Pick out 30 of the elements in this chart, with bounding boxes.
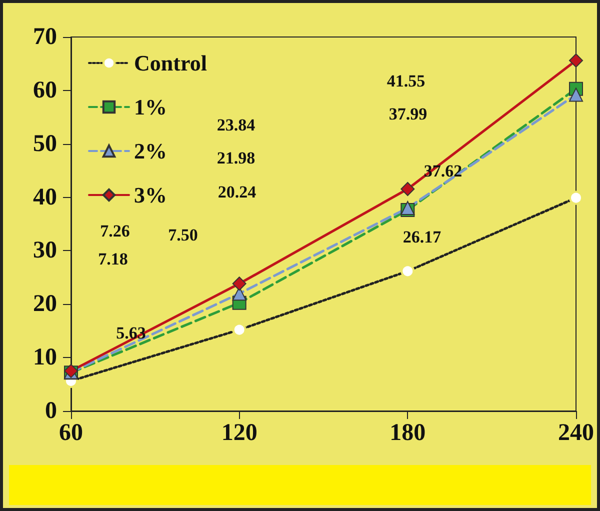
annotation: 7.50 [168,226,198,244]
annotation: 7.26 [100,222,130,240]
annotation: 37.99 [388,104,428,124]
annotation: 41.55 [386,72,426,90]
annotation: 20.24 [218,182,257,202]
point [569,54,583,68]
point [400,182,415,196]
point [569,88,583,102]
legend-label: 2% [134,138,167,164]
x-tick-label: 180 [390,420,426,446]
annotation: 7.18 [98,250,128,268]
annotation: 26.17 [402,228,442,246]
y-tick-label: 70 [33,24,57,50]
annotation: 21.98 [216,148,256,168]
point [232,276,246,291]
annotation: 5.63 [116,324,146,342]
annotation: 23.84 [216,116,256,134]
y-tick-label: 40 [33,184,57,210]
y-tick-label: 10 [33,344,57,371]
y-tick-label: 0 [45,398,57,424]
x-tick-label: 120 [221,420,258,446]
x-tick-label: 240 [558,420,594,446]
y-tick-label: 20 [33,291,57,318]
y-tick-label: 30 [33,238,57,264]
legend-label: Control [134,50,207,76]
legend-label: 3% [134,182,167,208]
legend-label: 1% [134,94,167,120]
y-tick-label: 60 [33,77,57,104]
x-tick-label: 60 [59,420,83,446]
y-tick-label: 50 [33,130,57,157]
